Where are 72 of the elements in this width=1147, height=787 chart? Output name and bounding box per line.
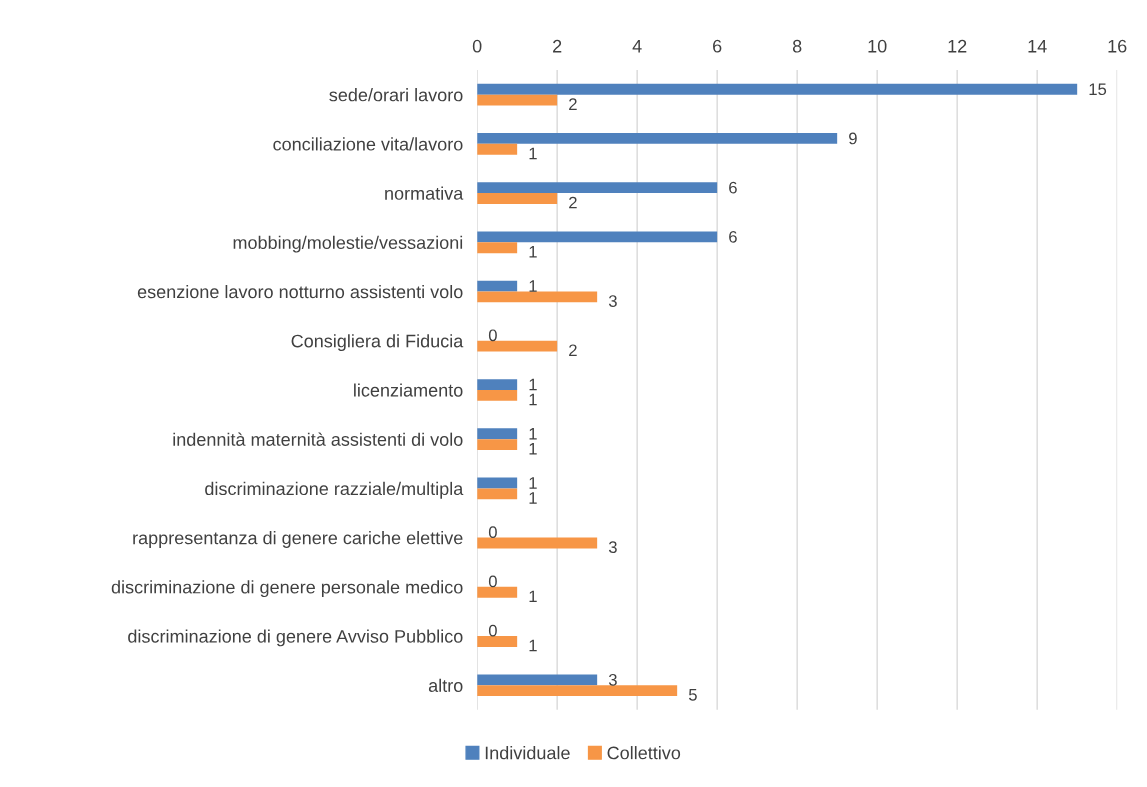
- x-tick-label: 0: [472, 39, 482, 53]
- x-tick-label: 8: [792, 39, 802, 53]
- bar: [477, 340, 558, 352]
- data-label: 3: [608, 295, 617, 307]
- bar: [477, 488, 518, 500]
- y-tick-label: mobbing/molestie/vessazioni: [233, 235, 463, 253]
- bar: [477, 242, 518, 254]
- data-label: 6: [729, 181, 737, 194]
- y-tick-label: discriminazione di genere Avviso Pubblico: [128, 629, 463, 647]
- bar: [477, 133, 838, 144]
- data-label: 1: [529, 477, 537, 489]
- legend-label: Collettivo: [607, 746, 681, 760]
- bar: [477, 94, 558, 106]
- y-tick-label: indennità maternità assistenti di volo: [173, 432, 463, 446]
- y-tick-label: esenzione lavoro notturno assistenti volo: [137, 284, 463, 299]
- data-label: 1: [529, 393, 537, 406]
- y-tick-label: altro: [428, 678, 463, 692]
- data-label: 9: [849, 132, 857, 145]
- bar: [477, 636, 518, 647]
- data-label: 6: [729, 230, 737, 243]
- bar: [477, 389, 518, 401]
- bar: [477, 291, 598, 303]
- data-label: 1: [529, 280, 537, 292]
- y-tick-label: rappresentanza di genere cariche elettive: [133, 531, 463, 548]
- data-label: 1: [529, 639, 537, 652]
- data-label: 3: [608, 541, 617, 554]
- data-label: 5: [688, 689, 697, 701]
- data-label: 1: [529, 246, 537, 258]
- data-label: 0: [488, 624, 497, 637]
- data-label: 0: [488, 329, 497, 342]
- x-tick-label: 10: [868, 39, 887, 53]
- bar: [477, 231, 718, 243]
- y-tick-label: normativa: [385, 186, 464, 200]
- y-tick-label: sede/orari lavoro: [329, 88, 463, 102]
- data-label: 3: [608, 673, 617, 686]
- x-tick-label: 6: [713, 39, 722, 53]
- data-label: 1: [529, 427, 537, 440]
- data-label: 0: [488, 526, 497, 539]
- bar: [477, 379, 518, 390]
- bar: [477, 428, 518, 440]
- data-label: 1: [529, 378, 537, 391]
- y-tick-label: discriminazione di genere personale medico: [111, 580, 463, 598]
- bar: [477, 83, 1078, 95]
- bar: [477, 586, 518, 598]
- x-tick-label: 12: [948, 39, 967, 53]
- x-tick-label: 16: [1108, 39, 1127, 53]
- bar: [477, 439, 518, 450]
- data-label: 1: [529, 147, 537, 160]
- data-label: 1: [529, 590, 537, 603]
- bar: [477, 674, 598, 686]
- bar: [477, 193, 558, 204]
- bar: [477, 477, 518, 489]
- bar: [477, 685, 678, 697]
- bar: [477, 280, 518, 292]
- data-label: 0: [488, 575, 497, 588]
- data-label: 2: [569, 98, 577, 110]
- bar: [477, 182, 718, 194]
- y-tick-label: licenziamento: [354, 383, 463, 397]
- bar: [477, 537, 598, 549]
- bar: [477, 143, 518, 155]
- x-tick-label: 2: [553, 39, 562, 53]
- y-tick-label: Consigliera di Fiducia: [291, 334, 464, 352]
- y-tick-label: conciliazione vita/lavoro: [273, 137, 463, 151]
- data-label: 2: [569, 344, 577, 357]
- data-label: 1: [529, 492, 537, 504]
- legend-label: Individuale: [485, 746, 570, 760]
- x-tick-label: 14: [1028, 39, 1047, 53]
- x-tick-label: 4: [632, 39, 642, 53]
- y-tick-label: discriminazione razziale/multipla: [205, 481, 464, 499]
- data-label: 15: [1089, 83, 1107, 96]
- data-label: 1: [529, 442, 537, 455]
- data-label: 2: [569, 196, 577, 209]
